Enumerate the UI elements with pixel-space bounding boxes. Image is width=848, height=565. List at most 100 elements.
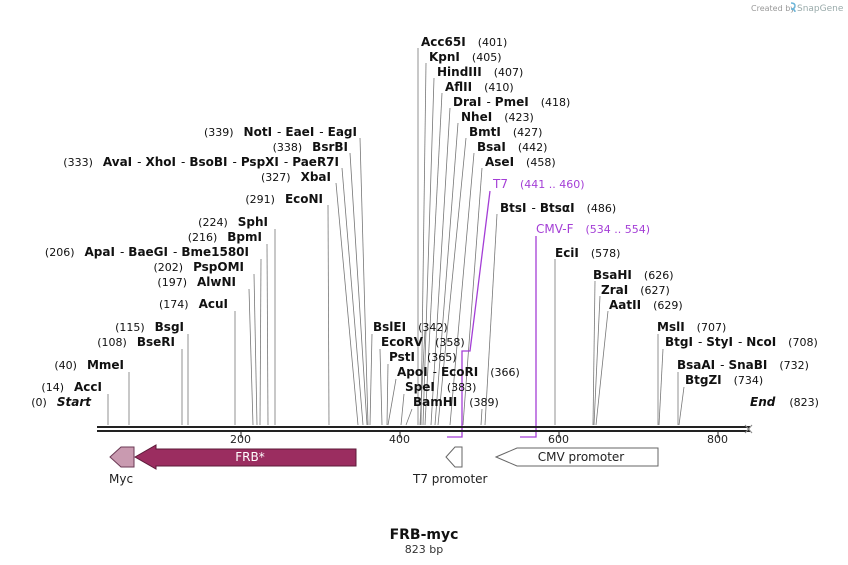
enzyme-site-bamhi[interactable]: BamHI (389): [413, 395, 499, 409]
enzyme-site-acc65i[interactable]: Acc65I (401): [421, 35, 507, 49]
enzyme-site-bmti[interactable]: BmtI (427): [469, 125, 542, 139]
snapgene-logo-icon: [790, 2, 796, 13]
svg-text:(216)BpmI: (216) BpmI: [188, 230, 262, 244]
svg-text:(197)AlwNI: (197) AlwNI: [157, 275, 236, 289]
enzyme-site-zrai[interactable]: ZraI (627): [601, 283, 670, 297]
enzyme-site-bslei[interactable]: BslEI (342): [373, 320, 448, 334]
enzyme-site-aatii[interactable]: AatII (629): [609, 298, 683, 312]
svg-text:ApoI-EcoRI(366): ApoI - EcoRI (366): [397, 365, 520, 379]
enzyme-site-acui[interactable]: (174) AcuI: [159, 297, 228, 311]
svg-text:(40)MmeI: (40) MmeI: [54, 358, 124, 372]
svg-text:Acc65I(401): Acc65I (401): [421, 35, 507, 49]
enzyme-site-hindiii[interactable]: HindIII (407): [437, 65, 523, 79]
enzyme-site-alwni[interactable]: (197) AlwNI: [157, 275, 236, 289]
svg-text:(14)AccI: (14) AccI: [41, 380, 102, 394]
enzyme-site-bsaai-snabi[interactable]: BsaAI - SnaBI (732): [677, 358, 809, 372]
enzyme-site-xbai[interactable]: (327) XbaI: [261, 170, 331, 184]
feature-frb-label: FRB*: [235, 450, 264, 464]
enzyme-site-avai-xhoi[interactable]: (333) AvaI - XhoI - BsoBI - PspXI - PaeR7I: [63, 155, 339, 169]
svg-text:AflII(410): AflII (410): [445, 80, 514, 94]
svg-text:(333)AvaI-XhoI-BsoBI-PspXI-Pae: (333) AvaI - XhoI - BsoBI - PspXI - PaeR7I: [63, 155, 339, 169]
enzyme-site-asei[interactable]: AseI (458): [485, 155, 556, 169]
enzyme-site-aflii[interactable]: AflII (410): [445, 80, 514, 94]
enzyme-site-ecorv[interactable]: EcoRV (358): [381, 335, 465, 349]
enzyme-site-drai-pmei[interactable]: DraI - PmeI (418): [453, 95, 570, 109]
svg-text:KpnI(405): KpnI (405): [429, 50, 502, 64]
enzyme-site-ecii[interactable]: EciI (578): [555, 246, 620, 260]
svg-text:(224)SphI: (224) SphI: [198, 215, 268, 229]
sequence-end-label: End (823): [750, 395, 819, 409]
enzyme-site-bsahi[interactable]: BsaHI (626): [593, 268, 674, 282]
svg-text:(339)NotI-EaeI-EagI: (339) NotI - EaeI - EagI: [204, 125, 357, 139]
feature-frb[interactable]: FRB*: [133, 444, 357, 470]
enzyme-site-bsgi[interactable]: (115) BsgI: [115, 320, 184, 334]
ruler-label-600: 600: [548, 433, 569, 446]
svg-text:BamHI(389): BamHI (389): [413, 395, 499, 409]
primer-lines: [447, 190, 537, 438]
ruler-label-200: 200: [230, 433, 251, 446]
svg-text:AatII(629): AatII (629): [609, 298, 683, 312]
enzyme-site-psti[interactable]: PstI (365): [389, 350, 457, 364]
svg-text:End(823): End (823): [750, 395, 819, 409]
enzyme-site-msli[interactable]: MslI (707): [657, 320, 726, 334]
enzyme-site-kpni[interactable]: KpnI (405): [429, 50, 502, 64]
svg-text:(338)BsrBI: (338) BsrBI: [273, 140, 348, 154]
primer-cmv-f[interactable]: CMV-F (534 .. 554): [536, 222, 650, 236]
map-length: 823 bp: [405, 543, 443, 556]
svg-text:BsaHI(626): BsaHI (626): [593, 268, 674, 282]
enzyme-site-bsai[interactable]: BsaI (442): [477, 140, 547, 154]
feature-cmv-promoter[interactable]: CMV promoter: [494, 447, 659, 467]
feature-myc-label: Myc: [109, 472, 133, 486]
svg-text:BsaI(442): BsaI (442): [477, 140, 547, 154]
enzyme-site-apai-baegi-bme1580i[interactable]: (206) ApaI - BaeGI - Bme1580I: [45, 245, 249, 259]
svg-text:BsaAI-SnaBI(732): BsaAI - SnaBI (732): [677, 358, 809, 372]
svg-text:(0)Start: (0) Start: [31, 395, 92, 409]
ruler-label-400: 400: [389, 433, 410, 446]
enzyme-site-mmei[interactable]: (40) MmeI: [54, 358, 124, 372]
svg-text:MslI(707): MslI (707): [657, 320, 726, 334]
enzyme-site-pspomi[interactable]: (202) PspOMI: [153, 260, 244, 274]
leader-lines: [107, 48, 685, 426]
enzyme-site-noti-eaei-eagi[interactable]: (339) NotI - EaeI - EagI: [204, 125, 357, 139]
svg-text:SpeI(383): SpeI (383): [405, 380, 476, 394]
feature-t7-promoter-label: T7 promoter: [412, 472, 488, 486]
svg-text:(291)EcoNI: (291) EcoNI: [245, 192, 323, 206]
feature-myc[interactable]: Myc: [109, 446, 135, 486]
svg-text:BmtI(427): BmtI (427): [469, 125, 542, 139]
svg-text:(115)BsgI: (115) BsgI: [115, 320, 184, 334]
map-title: FRB-myc: [390, 527, 459, 543]
svg-text:BtgZI(734): BtgZI (734): [685, 373, 763, 387]
svg-text:EcoRV(358): EcoRV (358): [381, 335, 465, 349]
feature-cmv-promoter-label: CMV promoter: [538, 450, 625, 464]
credit-brand: SnapGene: [797, 4, 844, 14]
enzyme-site-btgzi[interactable]: BtgZI (734): [685, 373, 763, 387]
enzyme-site-bseri[interactable]: (108) BseRI: [97, 335, 175, 349]
primer-t7[interactable]: T7 (441 .. 460): [492, 177, 585, 191]
svg-text:EciI(578): EciI (578): [555, 246, 620, 260]
credit-prefix: Created by: [751, 4, 795, 13]
feature-t7-promoter[interactable]: T7 promoter: [412, 446, 488, 486]
enzyme-site-spei[interactable]: SpeI (383): [405, 380, 476, 394]
svg-text:(206)ApaI-BaeGI-Bme1580I: (206) ApaI - BaeGI - Bme1580I: [45, 245, 249, 259]
enzyme-site-acci[interactable]: (14) AccI: [41, 380, 102, 394]
enzyme-site-econi[interactable]: (291) EcoNI: [245, 192, 323, 206]
enzyme-site-bpmi[interactable]: (216) BpmI: [188, 230, 262, 244]
svg-text:BtgI-StyI-NcoI(708): BtgI - StyI - NcoI (708): [665, 335, 818, 349]
sequence-start-label: (0) Start: [31, 395, 92, 409]
svg-text:NheI(423): NheI (423): [461, 110, 534, 124]
enzyme-site-btgi-styi-ncoi[interactable]: BtgI - StyI - NcoI (708): [665, 335, 818, 349]
enzyme-site-sphi[interactable]: (224) SphI: [198, 215, 268, 229]
svg-text:(327)XbaI: (327) XbaI: [261, 170, 331, 184]
enzyme-site-nhei[interactable]: NheI (423): [461, 110, 534, 124]
ruler-tick-marks: [240, 432, 719, 438]
svg-text:AseI(458): AseI (458): [485, 155, 556, 169]
enzyme-site-bsrbi[interactable]: (338) BsrBI: [273, 140, 348, 154]
ruler-label-800: 800: [707, 433, 728, 446]
svg-text:CMV-F(534 .. 554): CMV-F (534 .. 554): [536, 222, 650, 236]
enzyme-site-btsi[interactable]: BtsI - BtsαI (486): [500, 201, 616, 215]
enzyme-site-apoi-ecori[interactable]: ApoI - EcoRI (366): [397, 365, 520, 379]
svg-text:BtsI-BtsαI(486): BtsI - BtsαI (486): [500, 201, 616, 215]
svg-text:(108)BseRI: (108) BseRI: [97, 335, 175, 349]
svg-text:T7(441 .. 460): T7 (441 .. 460): [492, 177, 585, 191]
